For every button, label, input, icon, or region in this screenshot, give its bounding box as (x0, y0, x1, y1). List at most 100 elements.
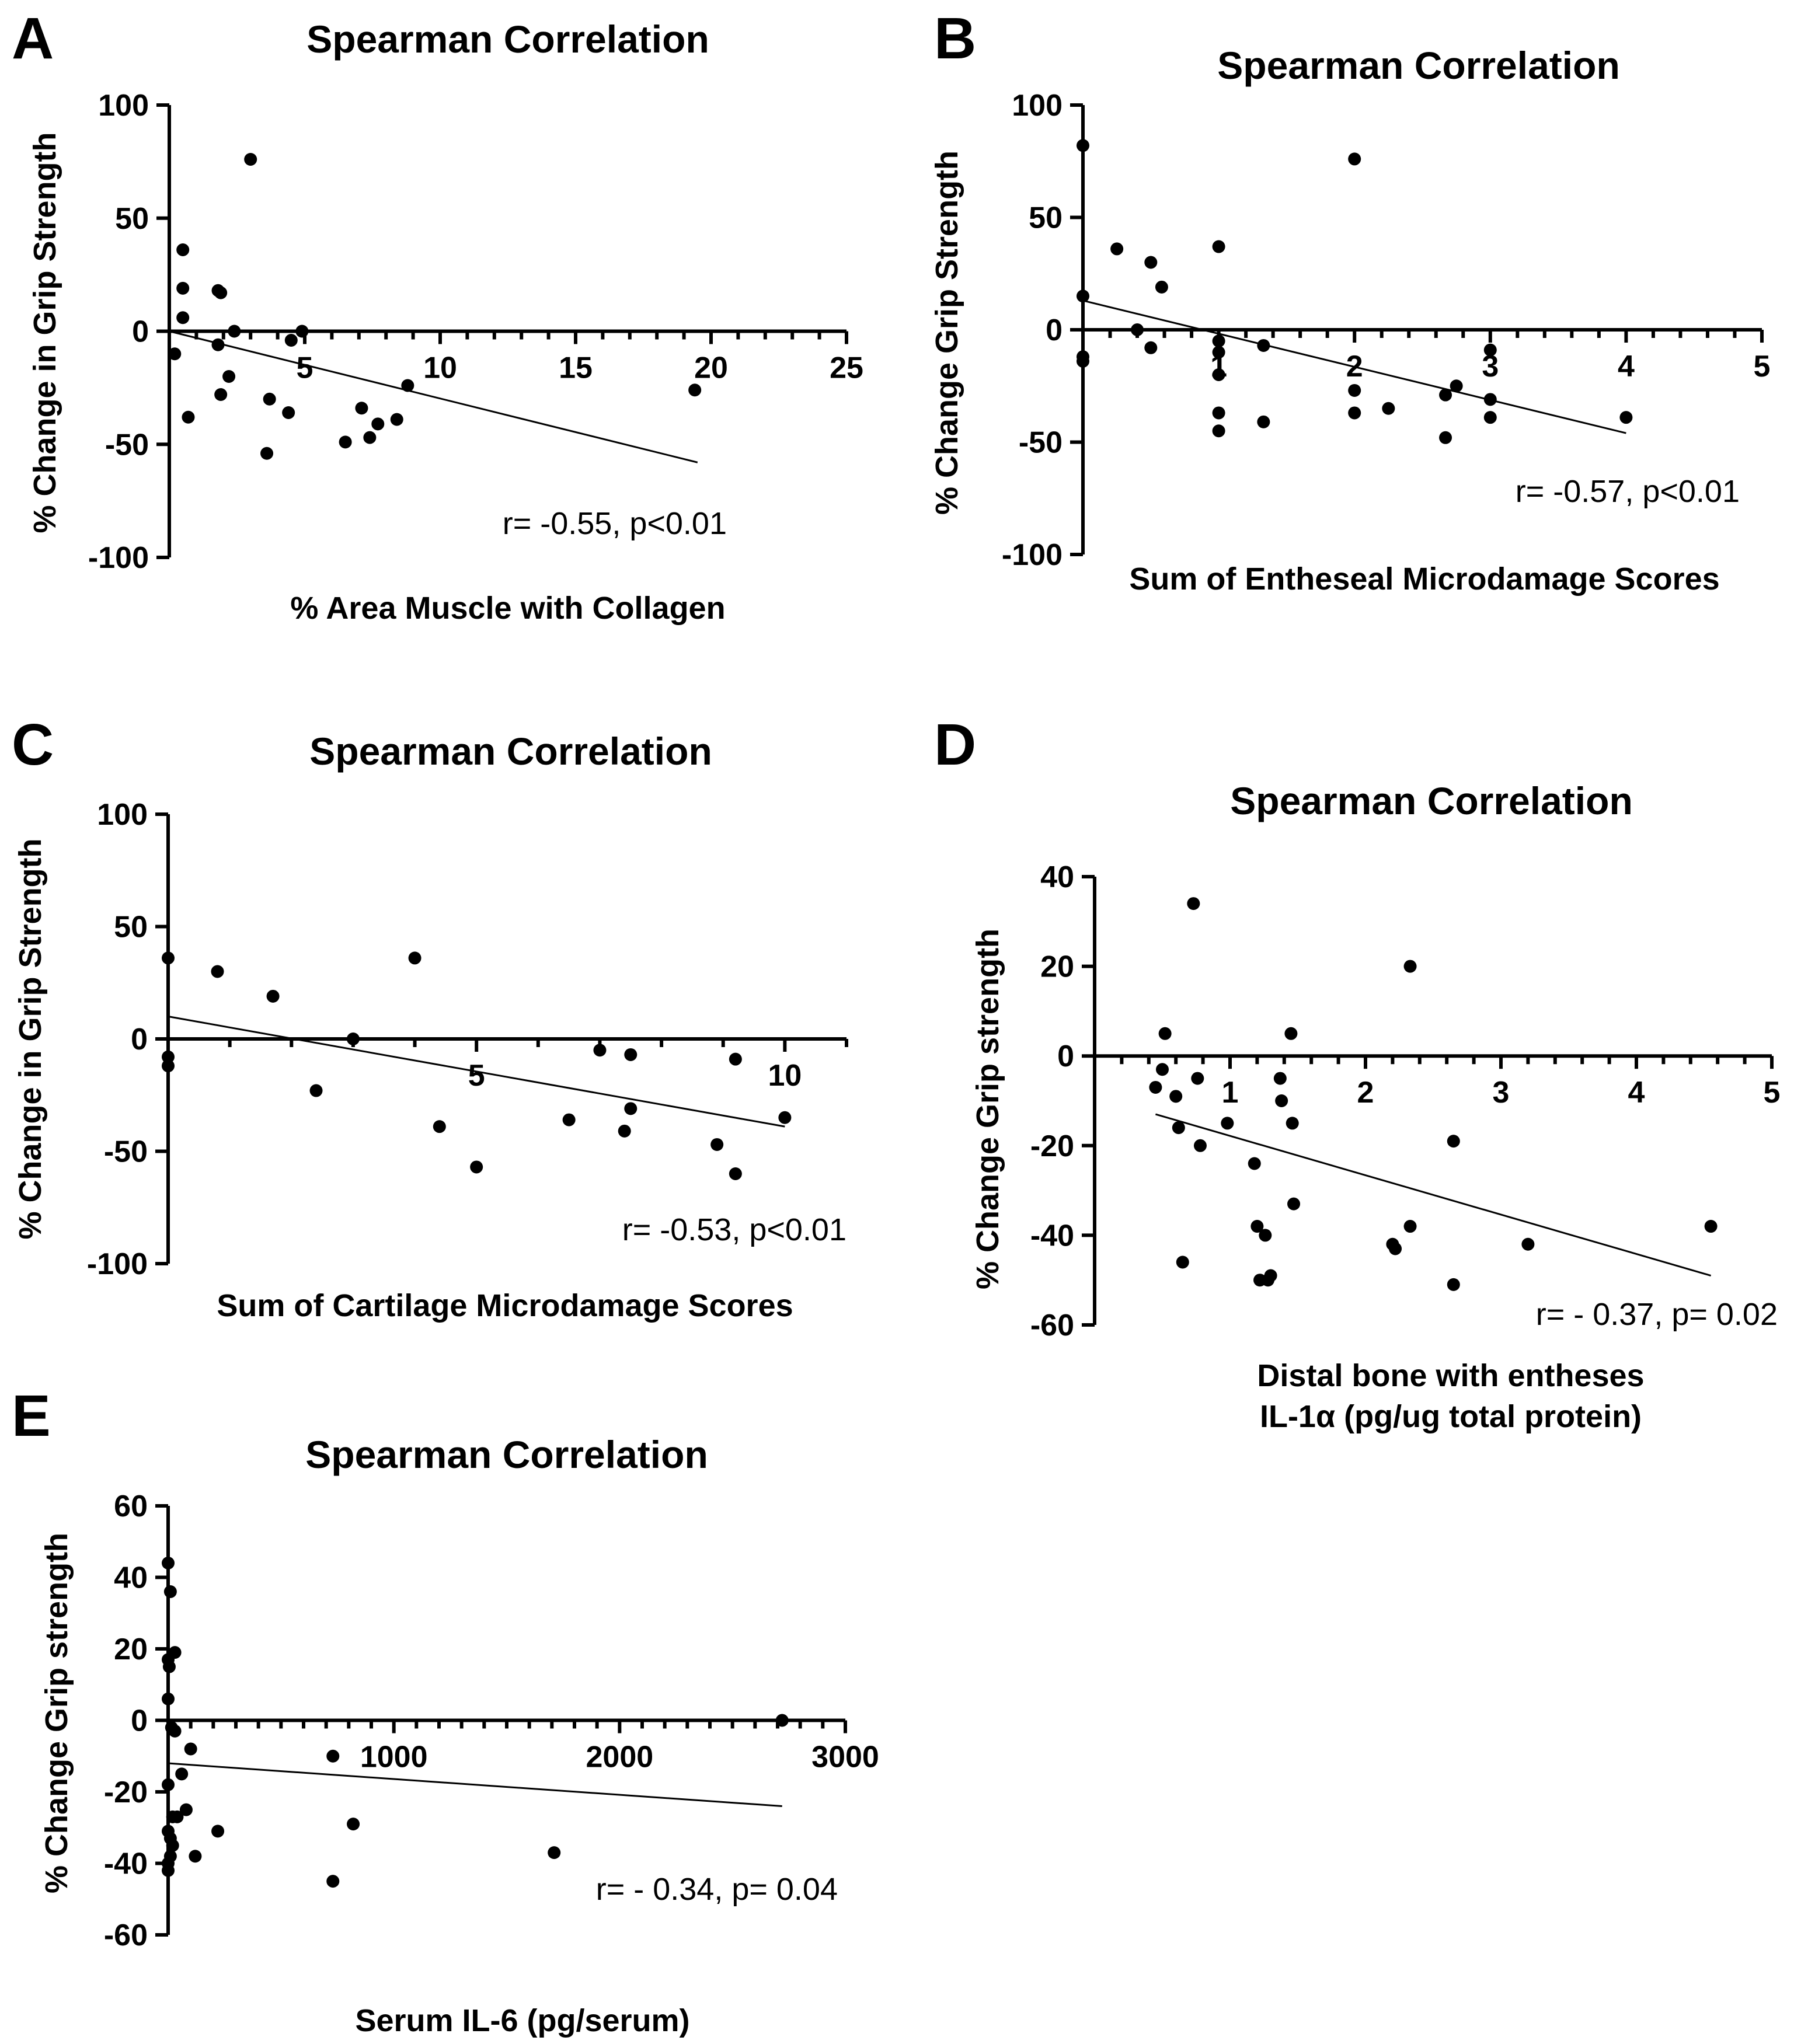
panel-a-data-point (222, 370, 236, 383)
panel-e-data-point (548, 1846, 561, 1860)
panel-b-data-point (1257, 415, 1270, 428)
panel-e: E Spearman Correlation % Change Grip str… (12, 1383, 879, 2038)
panel-c-data-point (624, 1102, 638, 1115)
panel-e-data-point (162, 1778, 175, 1791)
panel-c-data-point (729, 1052, 742, 1066)
panel-a-data-point (688, 383, 702, 397)
panel-e-data-point (211, 1825, 225, 1838)
panel-c-data-point (729, 1167, 742, 1180)
panel-c-y-tick-label: 100 (97, 798, 148, 832)
panel-d-x-tick-label: 4 (1628, 1076, 1645, 1110)
panel-a-data-point (284, 334, 298, 347)
panel-c-data-point (433, 1120, 446, 1133)
panel-d-y-tick-label: -40 (1030, 1219, 1074, 1253)
panel-e-y-tick-label: -40 (104, 1847, 148, 1881)
panel-d-data-point (1259, 1229, 1272, 1242)
panel-e-data-point (166, 1839, 179, 1852)
panel-a-data-point (401, 379, 414, 392)
panel-b-x-tick-label: 5 (1754, 350, 1771, 383)
panel-b-data-point (1348, 406, 1361, 420)
panel-c-ylabel: % Change in Grip Strength (13, 838, 48, 1239)
panel-b-data-point (1439, 388, 1452, 402)
panel-a-data-point (176, 243, 190, 256)
panel-d-data-point (1264, 1269, 1277, 1282)
panel-d-data-point (1191, 1072, 1204, 1085)
panel-a-data-point (214, 388, 228, 401)
panel-e-x-tick-label: 2000 (586, 1740, 653, 1774)
panel-a-data-point (282, 406, 295, 419)
panel-b-ylabel: % Change Grip Strength (929, 151, 964, 515)
panel-a-y-tick-label: -100 (88, 541, 149, 575)
panel-a-data-point (339, 435, 352, 449)
panel-c-fit-line (168, 1016, 785, 1128)
panel-c-data-point (408, 951, 421, 965)
panel-a: A Spearman Correlation % Change in Grip … (12, 6, 863, 626)
panel-d-data-point (1176, 1255, 1189, 1269)
panel-c-y-tick-label: -50 (104, 1135, 148, 1169)
panel-c-data-point (618, 1124, 631, 1138)
panel-d-data-point (1149, 1080, 1162, 1094)
panel-e-xlabel-line1: Serum IL-6 (pg/serum) (355, 2003, 689, 2038)
panel-c-data-point (309, 1084, 323, 1097)
panel-c-title: Spearman Correlation (309, 730, 712, 773)
panel-c-data-point (470, 1160, 483, 1174)
panel-c-data-point (593, 1044, 607, 1057)
panel-a-data-point (244, 153, 257, 166)
panel-b-data-point (1212, 368, 1225, 381)
panel-d-data-point (1704, 1220, 1718, 1233)
panel-d-data-point (1447, 1135, 1460, 1148)
panel-e-data-point (347, 1818, 360, 1831)
panel-e-ylabel: % Change Grip strength (39, 1533, 74, 1893)
panel-e-y-tick-label: -20 (104, 1776, 148, 1809)
panel-b-data-point (1144, 341, 1158, 354)
panel-d-xlabel-line1: Distal bone with entheses (1257, 1358, 1644, 1393)
panel-d-x-tick-label: 3 (1493, 1076, 1510, 1110)
panel-d-data-point (1156, 1063, 1169, 1076)
panel-e-data-point (179, 1803, 193, 1816)
panel-e-data-point (775, 1714, 789, 1727)
panel-a-data-point (228, 325, 241, 338)
panel-a-data-point (263, 392, 276, 406)
panel-e-x-tick-label: 3000 (811, 1740, 879, 1774)
panel-a-x-tick-label: 20 (694, 351, 728, 385)
panel-e-y-tick-label: 0 (131, 1704, 148, 1738)
panel-d-x-tick-label: 1 (1222, 1076, 1239, 1110)
panel-d-data-point (1403, 1220, 1417, 1233)
panel-b-data-point (1439, 431, 1452, 444)
panel-d-ylabel: % Change Grip strength (970, 929, 1005, 1289)
panel-a-data-point (168, 347, 182, 361)
panel-b-data-point (1144, 256, 1158, 269)
panel-d: D Spearman Correlation % Change Grip str… (934, 712, 1780, 1434)
panel-a-letter: A (12, 6, 54, 71)
panel-e-y-tick-label: 40 (114, 1561, 148, 1595)
panel-b-annotation: r= -0.57, p<0.01 (1516, 474, 1740, 509)
panel-d-data-point (1275, 1094, 1288, 1107)
panel-c-data-point (162, 951, 175, 965)
panel-a-data-point (363, 431, 377, 444)
panel-b-y-tick-label: 0 (1046, 313, 1063, 347)
panel-e-y-tick-label: 20 (114, 1633, 148, 1666)
panel-b-y-tick-label: 50 (1029, 201, 1063, 235)
panel-b-x-tick-label: 4 (1618, 350, 1635, 383)
panel-c-data-point (710, 1138, 724, 1151)
panel-c: C Spearman Correlation % Change in Grip … (12, 712, 848, 1323)
panel-b-data-point (1212, 406, 1225, 420)
panel-e-data-point (184, 1742, 197, 1756)
panel-c-xlabel-line1: Sum of Cartilage Microdamage Scores (217, 1288, 793, 1323)
panel-e-data-point (162, 1557, 175, 1569)
panel-d-data-point (1287, 1197, 1301, 1211)
panel-d-annotation: r= - 0.37, p= 0.02 (1536, 1297, 1778, 1332)
panel-e-data-point (162, 1692, 175, 1705)
panel-c-data-point (624, 1048, 638, 1061)
panel-e-x-tick-label: 1000 (360, 1740, 428, 1774)
panel-e-fit-line (168, 1762, 782, 1807)
panel-b-xlabel-line1: Sum of Entheseal Microdamage Scores (1129, 561, 1719, 597)
panel-d-y-tick-label: 40 (1040, 860, 1074, 894)
panel-a-data-point (390, 413, 403, 426)
panel-a-y-tick-label: 0 (132, 315, 149, 349)
panel-b-data-point (1212, 346, 1225, 359)
panel-b-data-point (1348, 152, 1361, 166)
panel-a-ylabel: % Change in Grip Strength (27, 132, 62, 533)
panel-b-y-tick-label: -100 (1002, 538, 1063, 572)
panel-d-data-point (1158, 1027, 1172, 1040)
